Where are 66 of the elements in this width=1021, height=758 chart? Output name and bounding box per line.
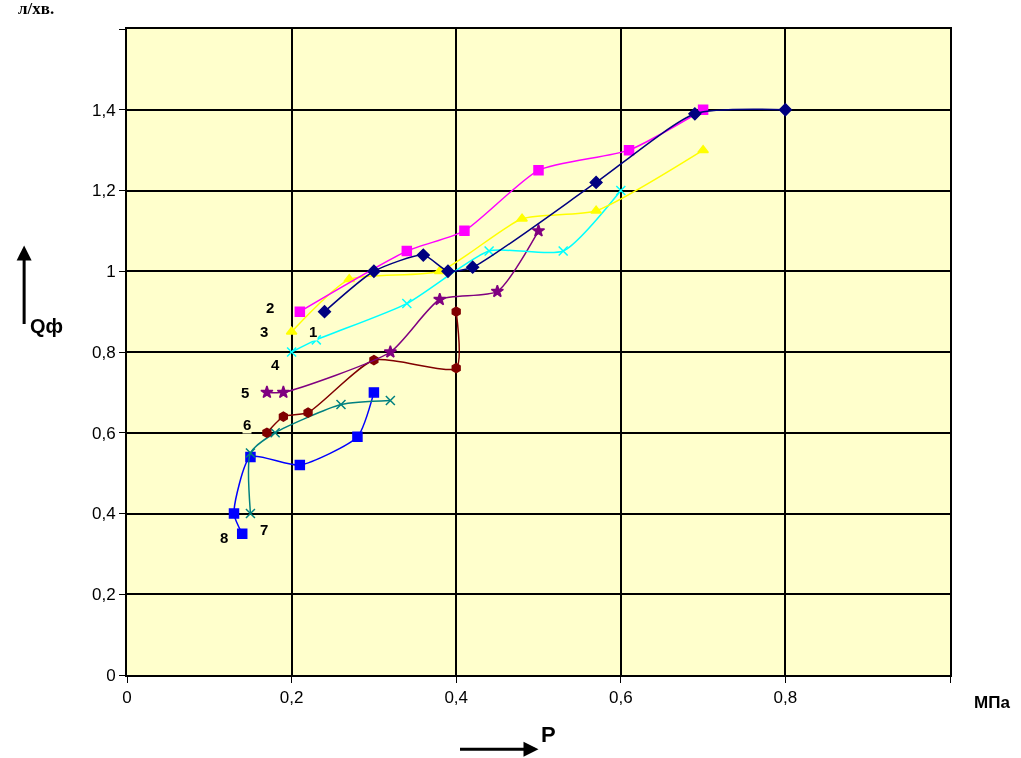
series-label: 1	[309, 323, 318, 340]
point	[385, 395, 396, 406]
point	[459, 225, 470, 237]
x-tick-label: 0,6	[608, 688, 633, 708]
point	[303, 407, 313, 418]
series-label: 3	[260, 323, 269, 340]
point	[483, 245, 495, 257]
series-label: 6	[243, 416, 252, 433]
point	[262, 427, 272, 438]
point	[269, 427, 281, 438]
point	[466, 260, 480, 274]
point	[451, 362, 461, 374]
point	[228, 508, 240, 519]
point	[441, 264, 455, 278]
point	[335, 399, 347, 410]
point	[531, 223, 546, 237]
point	[294, 459, 306, 471]
point	[451, 306, 461, 317]
y-tick-label: 1	[106, 262, 116, 282]
point	[245, 447, 256, 459]
point	[490, 284, 505, 298]
point	[245, 508, 256, 519]
point	[401, 245, 413, 257]
point	[294, 306, 306, 317]
point	[367, 264, 381, 278]
x-tick-label: 0,8	[773, 688, 798, 708]
point	[352, 431, 363, 443]
series-label: 8	[220, 529, 229, 546]
x-tick-label: 0	[122, 688, 132, 708]
point	[688, 107, 702, 121]
text: МПа	[974, 693, 1011, 712]
point	[260, 385, 274, 399]
point	[286, 346, 297, 358]
y-tick-label: 0,4	[91, 504, 116, 524]
text: л/хв.	[18, 0, 55, 18]
y-tick-label: 0	[106, 665, 116, 685]
point	[557, 245, 569, 257]
x-tick-label: 0,2	[279, 688, 304, 708]
point	[589, 175, 603, 190]
y-tick-label: 0,8	[91, 342, 116, 362]
point	[615, 185, 627, 196]
series-label: 7	[260, 521, 269, 538]
point	[433, 292, 447, 306]
x-tick-label: 0,4	[444, 688, 469, 708]
y-tick-label: 0,6	[91, 423, 116, 443]
point	[623, 144, 635, 156]
y-axis-title: Qф	[30, 315, 64, 337]
y-tick-label: 1,2	[91, 181, 116, 201]
point	[276, 385, 291, 399]
series-label: 4	[271, 356, 280, 373]
point	[401, 298, 413, 309]
point	[416, 248, 430, 262]
point	[317, 305, 332, 319]
x-axis-title: P	[541, 722, 556, 747]
point	[778, 103, 792, 117]
point	[278, 411, 289, 422]
point	[236, 528, 248, 539]
point	[516, 213, 528, 222]
series-label: 5	[241, 384, 250, 401]
point	[383, 344, 398, 358]
point	[533, 165, 544, 176]
point	[368, 387, 380, 398]
y-tick-label: 0,2	[91, 585, 116, 605]
y-tick-label: 1,4	[91, 100, 116, 120]
series-label: 2	[266, 299, 275, 316]
point	[697, 144, 710, 154]
